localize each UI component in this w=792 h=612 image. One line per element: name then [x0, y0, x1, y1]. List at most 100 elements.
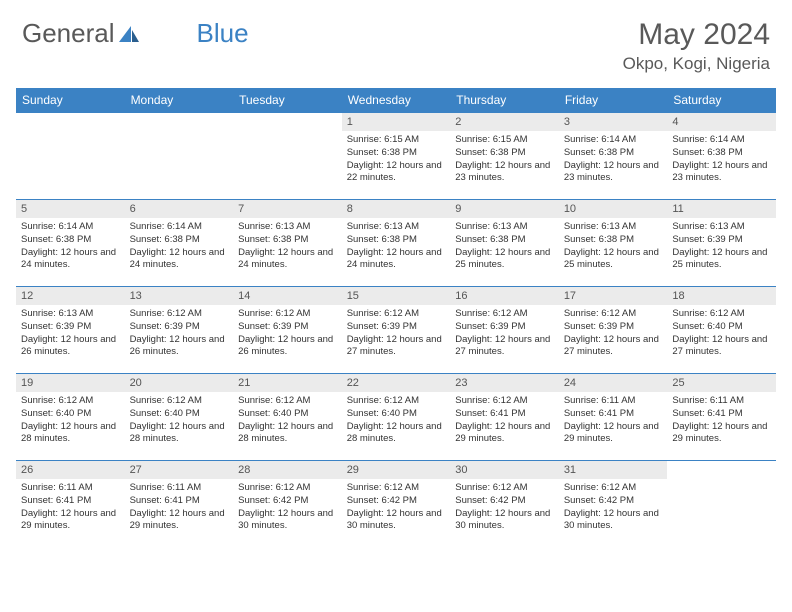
day-number: 6: [125, 200, 234, 218]
day-cell: 6Sunrise: 6:14 AMSunset: 6:38 PMDaylight…: [125, 200, 234, 287]
day-cell: 21Sunrise: 6:12 AMSunset: 6:40 PMDayligh…: [233, 374, 342, 461]
day-cell: 13Sunrise: 6:12 AMSunset: 6:39 PMDayligh…: [125, 287, 234, 374]
day-cell: 20Sunrise: 6:12 AMSunset: 6:40 PMDayligh…: [125, 374, 234, 461]
day-detail: Sunrise: 6:12 AMSunset: 6:42 PMDaylight:…: [233, 479, 342, 535]
day-number: 24: [559, 374, 668, 392]
logo-text-2: Blue: [197, 18, 249, 49]
dow-cell: Tuesday: [233, 88, 342, 113]
logo-text-1: General: [22, 18, 115, 49]
day-detail: Sunrise: 6:14 AMSunset: 6:38 PMDaylight:…: [125, 218, 234, 274]
day-of-week-header: SundayMondayTuesdayWednesdayThursdayFrid…: [16, 88, 776, 113]
day-number: 16: [450, 287, 559, 305]
day-detail: Sunrise: 6:12 AMSunset: 6:40 PMDaylight:…: [16, 392, 125, 448]
day-detail: Sunrise: 6:12 AMSunset: 6:39 PMDaylight:…: [559, 305, 668, 361]
day-number: 22: [342, 374, 451, 392]
day-number: 31: [559, 461, 668, 479]
logo-sail-icon: [117, 24, 141, 44]
day-detail: Sunrise: 6:12 AMSunset: 6:39 PMDaylight:…: [450, 305, 559, 361]
day-cell: 31Sunrise: 6:12 AMSunset: 6:42 PMDayligh…: [559, 461, 668, 548]
day-number: 28: [233, 461, 342, 479]
day-number: 13: [125, 287, 234, 305]
day-cell: 11Sunrise: 6:13 AMSunset: 6:39 PMDayligh…: [667, 200, 776, 287]
day-detail: Sunrise: 6:11 AMSunset: 6:41 PMDaylight:…: [125, 479, 234, 535]
day-detail: Sunrise: 6:14 AMSunset: 6:38 PMDaylight:…: [16, 218, 125, 274]
day-cell: 16Sunrise: 6:12 AMSunset: 6:39 PMDayligh…: [450, 287, 559, 374]
day-detail: Sunrise: 6:13 AMSunset: 6:38 PMDaylight:…: [559, 218, 668, 274]
day-detail: Sunrise: 6:12 AMSunset: 6:39 PMDaylight:…: [125, 305, 234, 361]
day-detail: Sunrise: 6:12 AMSunset: 6:40 PMDaylight:…: [342, 392, 451, 448]
week-row: 19Sunrise: 6:12 AMSunset: 6:40 PMDayligh…: [16, 374, 776, 461]
day-cell: 15Sunrise: 6:12 AMSunset: 6:39 PMDayligh…: [342, 287, 451, 374]
day-number: 9: [450, 200, 559, 218]
page-title: May 2024: [623, 18, 770, 52]
day-detail: Sunrise: 6:12 AMSunset: 6:42 PMDaylight:…: [450, 479, 559, 535]
day-cell: 17Sunrise: 6:12 AMSunset: 6:39 PMDayligh…: [559, 287, 668, 374]
day-cell: 2Sunrise: 6:15 AMSunset: 6:38 PMDaylight…: [450, 113, 559, 200]
day-number: 2: [450, 113, 559, 131]
day-detail: Sunrise: 6:12 AMSunset: 6:39 PMDaylight:…: [342, 305, 451, 361]
day-cell: 10Sunrise: 6:13 AMSunset: 6:38 PMDayligh…: [559, 200, 668, 287]
day-cell: 29Sunrise: 6:12 AMSunset: 6:42 PMDayligh…: [342, 461, 451, 548]
day-cell: 18Sunrise: 6:12 AMSunset: 6:40 PMDayligh…: [667, 287, 776, 374]
day-detail: Sunrise: 6:12 AMSunset: 6:40 PMDaylight:…: [125, 392, 234, 448]
logo: General Blue: [22, 18, 249, 49]
calendar-grid: SundayMondayTuesdayWednesdayThursdayFrid…: [16, 88, 776, 548]
day-detail: Sunrise: 6:12 AMSunset: 6:40 PMDaylight:…: [667, 305, 776, 361]
day-cell: 5Sunrise: 6:14 AMSunset: 6:38 PMDaylight…: [16, 200, 125, 287]
dow-cell: Monday: [125, 88, 234, 113]
day-cell: 24Sunrise: 6:11 AMSunset: 6:41 PMDayligh…: [559, 374, 668, 461]
day-cell: 14Sunrise: 6:12 AMSunset: 6:39 PMDayligh…: [233, 287, 342, 374]
day-number: 18: [667, 287, 776, 305]
dow-cell: Thursday: [450, 88, 559, 113]
day-cell: ..: [16, 113, 125, 200]
day-cell: 25Sunrise: 6:11 AMSunset: 6:41 PMDayligh…: [667, 374, 776, 461]
day-detail: Sunrise: 6:13 AMSunset: 6:38 PMDaylight:…: [342, 218, 451, 274]
day-number: 27: [125, 461, 234, 479]
location-text: Okpo, Kogi, Nigeria: [623, 54, 770, 74]
week-row: 26Sunrise: 6:11 AMSunset: 6:41 PMDayligh…: [16, 461, 776, 548]
day-cell: 30Sunrise: 6:12 AMSunset: 6:42 PMDayligh…: [450, 461, 559, 548]
day-detail: Sunrise: 6:15 AMSunset: 6:38 PMDaylight:…: [450, 131, 559, 187]
week-row: 5Sunrise: 6:14 AMSunset: 6:38 PMDaylight…: [16, 200, 776, 287]
day-number: 11: [667, 200, 776, 218]
day-detail: Sunrise: 6:12 AMSunset: 6:39 PMDaylight:…: [233, 305, 342, 361]
week-row: 12Sunrise: 6:13 AMSunset: 6:39 PMDayligh…: [16, 287, 776, 374]
day-number: 8: [342, 200, 451, 218]
title-block: May 2024 Okpo, Kogi, Nigeria: [623, 18, 770, 74]
day-cell: ..: [667, 461, 776, 548]
day-number: 19: [16, 374, 125, 392]
day-detail: Sunrise: 6:11 AMSunset: 6:41 PMDaylight:…: [16, 479, 125, 535]
dow-cell: Saturday: [667, 88, 776, 113]
day-cell: 28Sunrise: 6:12 AMSunset: 6:42 PMDayligh…: [233, 461, 342, 548]
day-number: 10: [559, 200, 668, 218]
week-row: ......1Sunrise: 6:15 AMSunset: 6:38 PMDa…: [16, 113, 776, 200]
day-detail: Sunrise: 6:13 AMSunset: 6:39 PMDaylight:…: [16, 305, 125, 361]
day-number: 30: [450, 461, 559, 479]
day-cell: ..: [233, 113, 342, 200]
dow-cell: Wednesday: [342, 88, 451, 113]
day-cell: 22Sunrise: 6:12 AMSunset: 6:40 PMDayligh…: [342, 374, 451, 461]
day-cell: ..: [125, 113, 234, 200]
day-cell: 19Sunrise: 6:12 AMSunset: 6:40 PMDayligh…: [16, 374, 125, 461]
day-cell: 27Sunrise: 6:11 AMSunset: 6:41 PMDayligh…: [125, 461, 234, 548]
day-number: 1: [342, 113, 451, 131]
day-detail: Sunrise: 6:12 AMSunset: 6:41 PMDaylight:…: [450, 392, 559, 448]
day-cell: 7Sunrise: 6:13 AMSunset: 6:38 PMDaylight…: [233, 200, 342, 287]
day-detail: Sunrise: 6:13 AMSunset: 6:38 PMDaylight:…: [233, 218, 342, 274]
day-detail: Sunrise: 6:11 AMSunset: 6:41 PMDaylight:…: [559, 392, 668, 448]
day-number: 3: [559, 113, 668, 131]
day-number: 17: [559, 287, 668, 305]
day-detail: Sunrise: 6:13 AMSunset: 6:38 PMDaylight:…: [450, 218, 559, 274]
day-detail: Sunrise: 6:11 AMSunset: 6:41 PMDaylight:…: [667, 392, 776, 448]
day-number: 21: [233, 374, 342, 392]
day-number: 15: [342, 287, 451, 305]
day-cell: 4Sunrise: 6:14 AMSunset: 6:38 PMDaylight…: [667, 113, 776, 200]
day-number: 5: [16, 200, 125, 218]
day-number: 29: [342, 461, 451, 479]
day-detail: Sunrise: 6:13 AMSunset: 6:39 PMDaylight:…: [667, 218, 776, 274]
dow-cell: Friday: [559, 88, 668, 113]
day-number: 26: [16, 461, 125, 479]
day-detail: Sunrise: 6:12 AMSunset: 6:40 PMDaylight:…: [233, 392, 342, 448]
day-number: 23: [450, 374, 559, 392]
day-number: 12: [16, 287, 125, 305]
